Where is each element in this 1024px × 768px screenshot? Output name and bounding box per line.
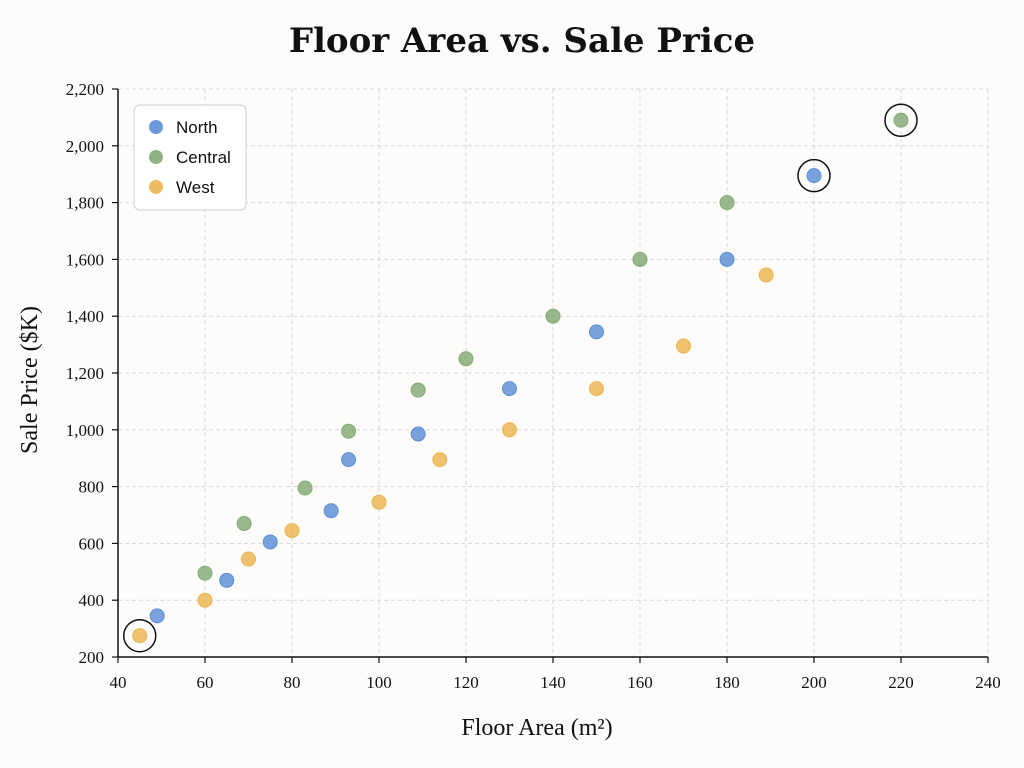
data-point-west xyxy=(132,628,148,644)
legend: North Central West xyxy=(133,104,247,211)
x-tick-label: 240 xyxy=(975,673,1001,692)
data-point-north xyxy=(219,572,235,588)
data-point-west xyxy=(284,523,300,539)
data-point-north xyxy=(502,381,517,397)
data-point-west xyxy=(241,551,256,567)
y-tick-label: 800 xyxy=(79,478,105,497)
highlights xyxy=(123,103,918,653)
data-point-central xyxy=(545,308,561,324)
y-tick-label: 1,600 xyxy=(66,250,104,269)
data-point-north xyxy=(323,503,339,519)
data-point-west xyxy=(197,592,213,608)
x-tick-label: 220 xyxy=(888,673,914,692)
legend-marker-north xyxy=(149,120,163,134)
data-point-north xyxy=(589,324,604,340)
data-point-central xyxy=(719,195,735,211)
legend-marker-central xyxy=(149,150,163,164)
highlight-ring xyxy=(797,158,831,193)
y-tick-label: 1,000 xyxy=(66,421,104,440)
y-tick-label: 1,400 xyxy=(66,307,104,326)
legend-marker-west xyxy=(149,180,163,194)
data-point-west xyxy=(502,422,517,438)
data-points xyxy=(132,112,909,644)
tick-labels: 40 60 80 100 120 140 160 180 200 220 240 200 400 600 8… xyxy=(66,80,1001,692)
data-point-central xyxy=(458,351,474,367)
grid xyxy=(118,88,989,657)
axes xyxy=(112,88,989,663)
data-point-central xyxy=(197,565,213,581)
x-tick-label: 140 xyxy=(540,673,566,692)
x-tick-label: 80 xyxy=(284,673,301,692)
data-point-north xyxy=(149,608,165,624)
data-point-central xyxy=(341,423,357,439)
x-axis-label: Floor Area (m²) xyxy=(461,715,612,741)
y-tick-label: 200 xyxy=(79,648,105,667)
x-tick-label: 160 xyxy=(627,673,653,692)
x-tick-label: 60 xyxy=(197,673,214,692)
data-point-west xyxy=(758,267,774,283)
legend-label-west: West xyxy=(176,178,215,197)
data-point-central xyxy=(893,112,909,128)
x-tick-label: 180 xyxy=(714,673,740,692)
x-tick-label: 100 xyxy=(366,673,392,692)
x-tick-label: 40 xyxy=(110,673,127,692)
y-axis-label: Sale Price ($K) xyxy=(17,306,43,454)
y-tick-label: 2,200 xyxy=(66,80,104,99)
x-tick-label: 120 xyxy=(453,673,479,692)
data-point-west xyxy=(432,452,448,468)
data-point-central xyxy=(410,382,426,398)
data-point-central xyxy=(236,516,252,532)
data-point-north xyxy=(341,452,357,468)
highlight-ring xyxy=(123,618,157,653)
x-tick-label: 200 xyxy=(801,673,827,692)
highlight-ring xyxy=(884,103,918,137)
chart-title: Floor Area vs. Sale Price xyxy=(289,21,755,61)
y-tick-label: 600 xyxy=(79,534,105,553)
data-point-central xyxy=(632,251,648,267)
y-tick-label: 2,000 xyxy=(66,137,104,156)
data-point-west xyxy=(676,338,691,354)
data-point-west xyxy=(371,494,387,510)
y-tick-label: 400 xyxy=(79,591,105,610)
data-point-north xyxy=(262,534,278,550)
y-tick-label: 1,200 xyxy=(66,364,104,383)
y-tick-label: 1,800 xyxy=(66,194,104,213)
legend-label-north: North xyxy=(176,118,218,137)
data-point-north xyxy=(719,251,735,267)
data-point-central xyxy=(297,480,313,496)
data-point-north xyxy=(806,168,822,184)
data-point-north xyxy=(410,426,426,442)
data-point-west xyxy=(589,381,604,397)
legend-label-central: Central xyxy=(176,148,231,167)
